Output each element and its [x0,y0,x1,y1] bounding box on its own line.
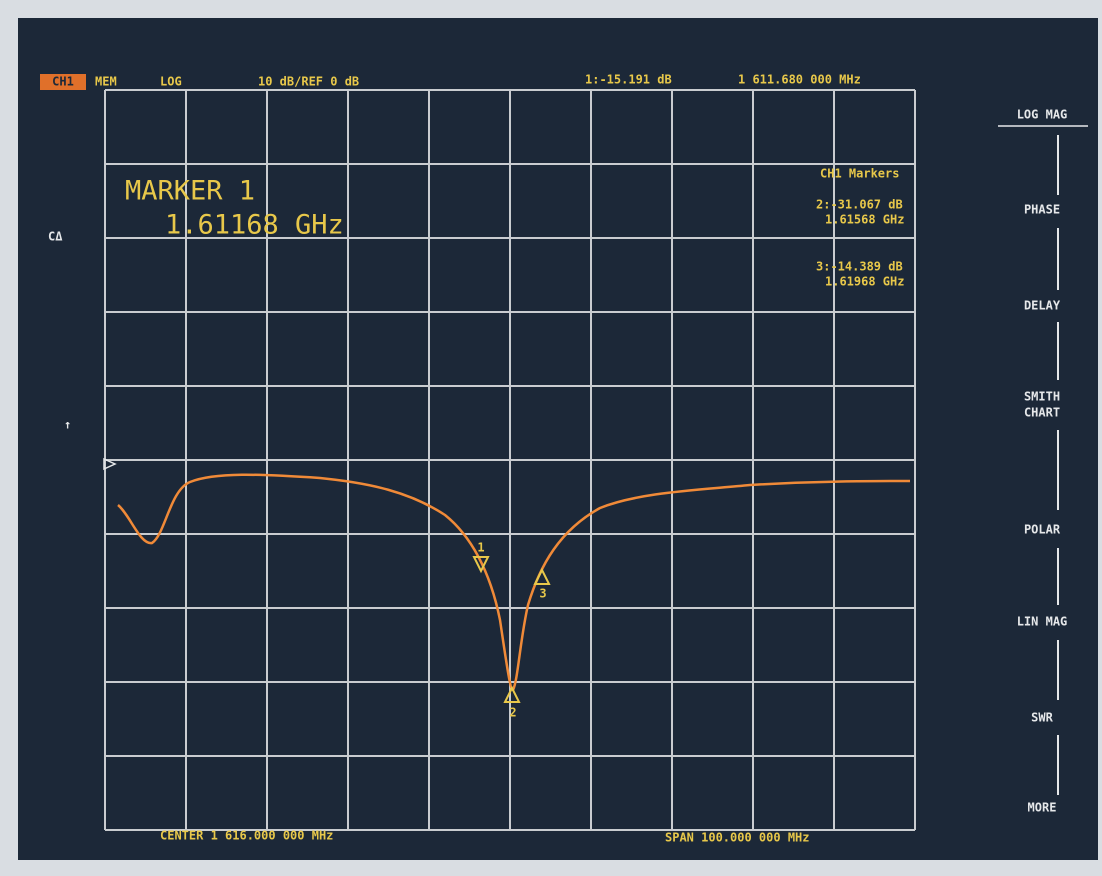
marker-entry: 3:-14.389 dB [816,260,903,274]
softkey[interactable]: CHART [1024,406,1060,420]
marker-readout: 1:-15.191 dB [585,73,672,87]
marker-entry-freq: 1.61968 GHz [825,275,904,289]
mem: MEM [95,75,117,89]
marker-freq: 1 611.680 000 MHz [738,73,861,87]
softkey[interactable]: DELAY [1024,299,1061,313]
side-label: CΔ [48,230,63,244]
channel-box [40,74,86,90]
marker-entry: 2:-31.067 dB [816,198,903,212]
screen-bg [18,18,1098,860]
softkey[interactable]: LOG MAG [1017,108,1068,122]
marker-3 [533,567,551,585]
marker-tag: 1 [477,541,484,555]
softkey[interactable]: SMITH [1024,390,1060,404]
channel: CH1 [52,75,74,89]
marker-tag: 3 [539,587,546,601]
softkey[interactable]: LIN MAG [1017,615,1068,629]
side-label: ↑ [64,418,71,432]
center: CENTER 1 616.000 000 MHz [160,829,333,843]
span: SPAN 100.000 000 MHz [665,831,810,845]
softkey[interactable]: SWR [1031,711,1053,725]
markers-title: CH1 Markers [820,167,899,181]
softkey[interactable]: POLAR [1024,523,1061,537]
trace [117,473,911,692]
softkeys: LOG MAG PHASE DELAY SMITH CHART POLAR LIN MAG S… [1017,108,1068,815]
marker-value: 1.61168 GHz [165,210,344,241]
marker-2 [503,685,521,703]
softkey[interactable]: MORE [1028,801,1057,815]
marker-tag: 2 [509,706,516,720]
softkey[interactable]: PHASE [1024,203,1060,217]
marker-title: MARKER 1 [125,176,255,207]
scale: 10 dB/REF 0 dB [258,75,359,89]
marker-entry-freq: 1.61568 GHz [825,213,904,227]
ref-marker [103,457,117,471]
format: LOG [160,75,182,89]
marker-1 [472,556,490,574]
